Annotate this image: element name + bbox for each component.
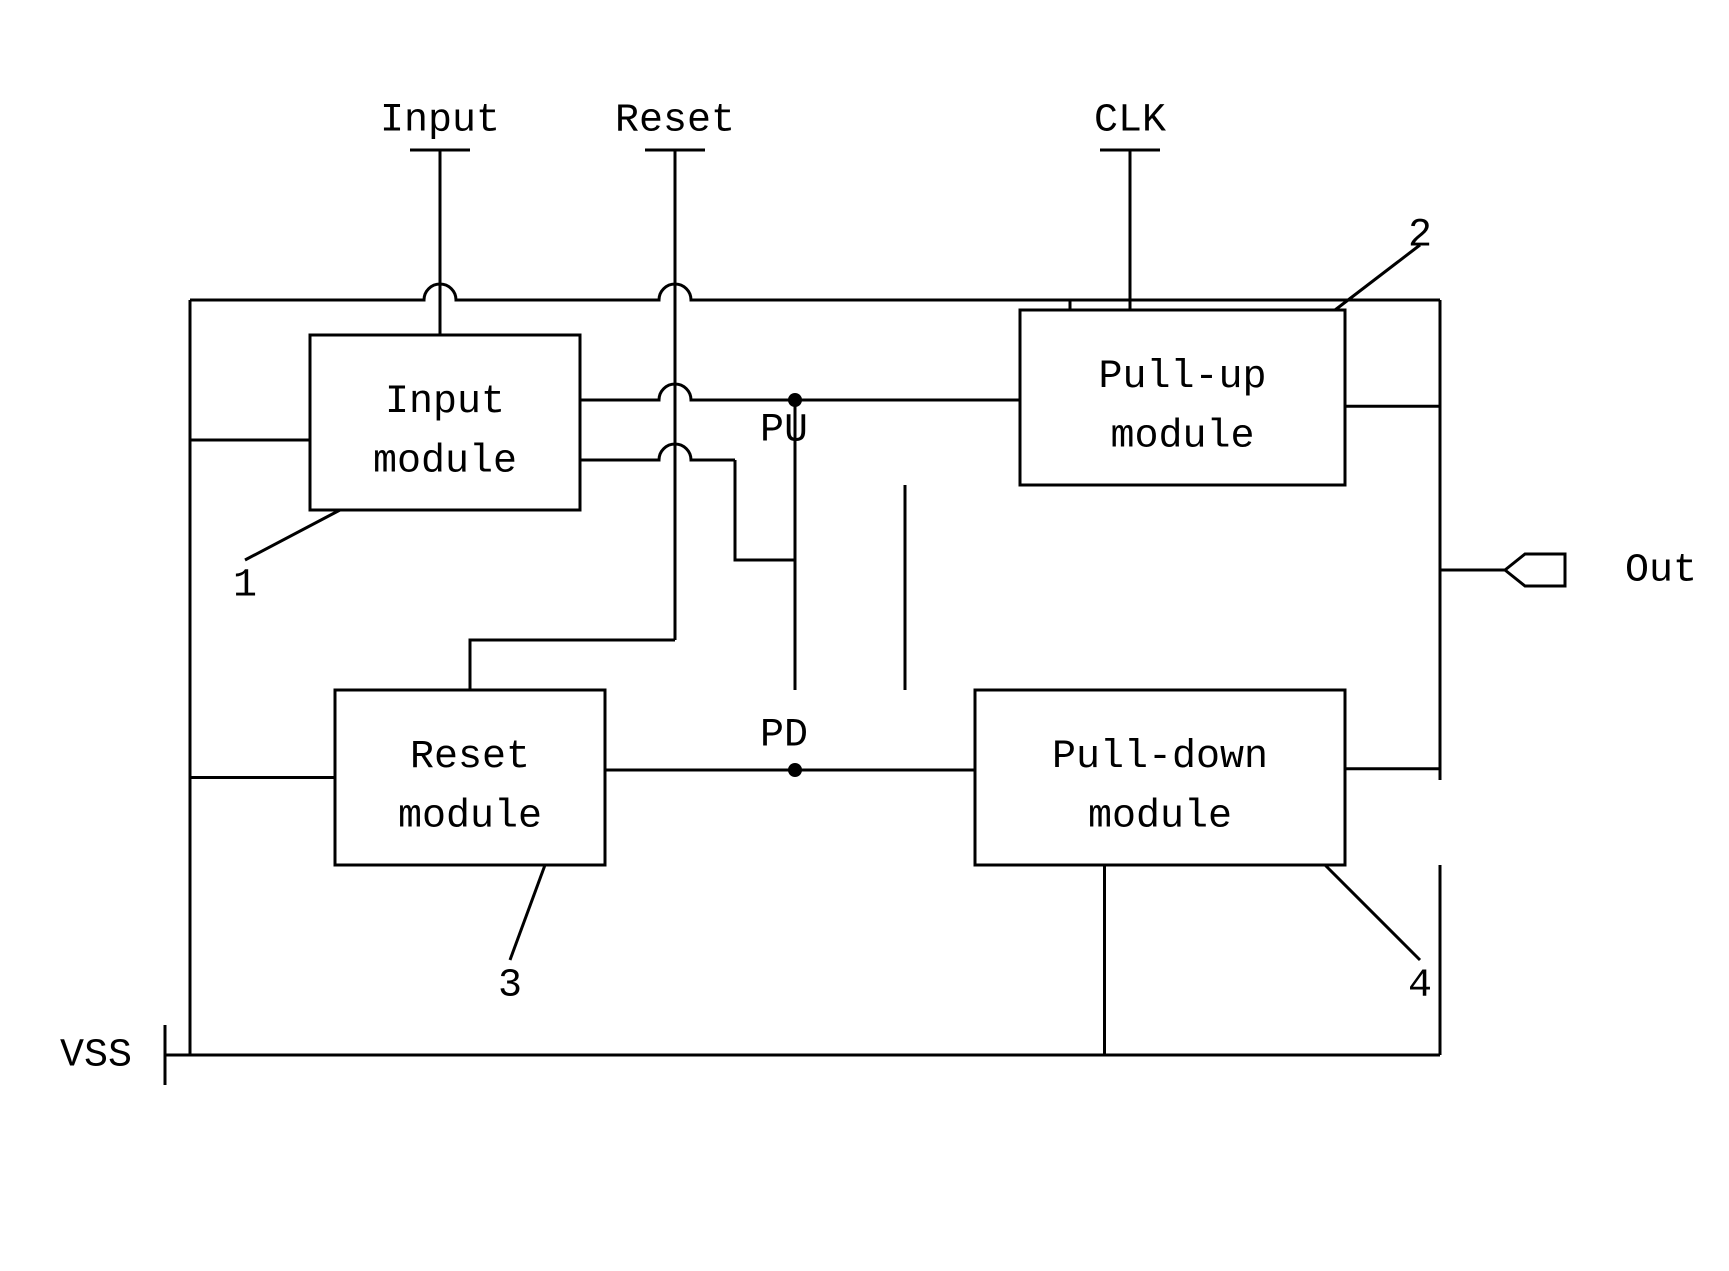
- frame-top: [190, 284, 1440, 300]
- reset-module-label2: module: [398, 795, 542, 840]
- clk-pin-label: CLK: [1094, 99, 1166, 144]
- pullup-module-label1: Pull-up: [1098, 355, 1266, 400]
- callout-4-label: 4: [1408, 964, 1432, 1009]
- reset-to-module: [470, 640, 675, 690]
- pu-label: PU: [760, 409, 808, 454]
- reset-module-label1: Reset: [410, 735, 530, 780]
- input-module-label1: Input: [385, 380, 505, 425]
- pulldown-module-label2: module: [1088, 795, 1232, 840]
- input-module-label2: module: [373, 440, 517, 485]
- inputmod-p3-jog: [735, 460, 795, 560]
- inputmod-p3-h: [580, 444, 735, 460]
- pd-label: PD: [760, 714, 808, 759]
- callout-3-leader: [510, 865, 545, 960]
- input-pin-label: Input: [380, 99, 500, 144]
- callout-3-label: 3: [498, 964, 522, 1009]
- pullup-module-label2: module: [1110, 415, 1254, 460]
- out-label: Out: [1625, 549, 1697, 594]
- callout-1-leader: [245, 510, 340, 560]
- callout-2-label: 2: [1408, 214, 1432, 259]
- callout-4-leader: [1325, 865, 1420, 960]
- pulldown-module-label1: Pull-down: [1052, 735, 1268, 780]
- vss-label: VSS: [60, 1034, 132, 1079]
- out-port: [1505, 554, 1565, 586]
- callout-1-label: 1: [233, 564, 257, 609]
- reset-pin-label: Reset: [615, 99, 735, 144]
